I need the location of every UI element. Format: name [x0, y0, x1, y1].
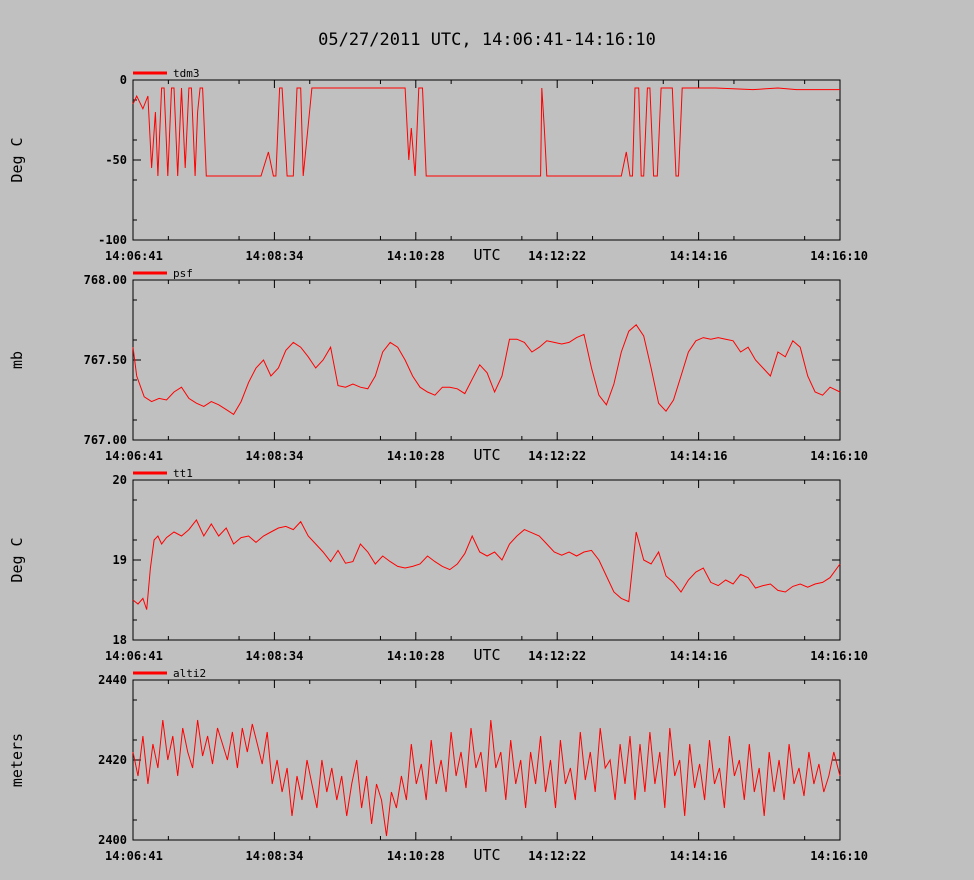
chart-panel-tt1: 20 19 18 14:06:41 14:08:34 14:10:28 14:12:22 14…: [8, 467, 868, 664]
plot-frame: [132, 479, 841, 641]
x-axis-label: UTC: [473, 246, 500, 264]
x-tick-label: 14:12:22: [528, 649, 586, 663]
x-tick-label: 14:14:16: [670, 449, 728, 463]
legend-label: tt1: [173, 467, 193, 480]
legend-label: psf: [173, 267, 193, 280]
x-tick-label: 14:16:10: [810, 649, 868, 663]
x-tick-label: 14:14:16: [670, 649, 728, 663]
x-tick-label: 14:10:28: [387, 649, 445, 663]
y-tick-label: 0: [120, 73, 127, 87]
y-tick-label: 2420: [98, 753, 127, 767]
y-axis-label: Deg C: [8, 537, 26, 582]
y-tick-label: 768.00: [84, 273, 127, 287]
y-tick-label: -100: [98, 233, 127, 247]
chart-panel-alti2: 2440 2420 2400 14:06:41 14:08:34 14:10:28 14:1…: [8, 667, 868, 864]
y-tick-label: 18: [113, 633, 127, 647]
chart-panels: 0 -50 -100 14:06:41 14:08:34 14:10:28 14:12:22…: [8, 67, 868, 864]
x-axis-label: UTC: [473, 646, 500, 664]
x-tick-label: 14:14:16: [670, 849, 728, 863]
y-axis-label: meters: [8, 733, 26, 787]
x-axis-label: UTC: [473, 846, 500, 864]
y-tick-label: 767.50: [84, 353, 127, 367]
y-tick-label: 767.00: [84, 433, 127, 447]
y-tick-label: 2400: [98, 833, 127, 847]
legend-label: tdm3: [173, 67, 200, 80]
plot-frame: [132, 79, 841, 241]
plot-frame: [132, 279, 841, 441]
series-line-psf: [132, 324, 841, 416]
series-line-alti2: [132, 719, 841, 837]
series-line-tdm3: [132, 87, 840, 177]
x-tick-label: 14:08:34: [246, 849, 304, 863]
x-tick-label: 14:06:41: [105, 649, 163, 663]
x-tick-label: 14:16:10: [810, 249, 868, 263]
legend-label: alti2: [173, 667, 206, 680]
x-tick-label: 14:16:10: [810, 849, 868, 863]
x-tick-label: 14:12:22: [528, 249, 586, 263]
chart-panel-psf: 768.00 767.50 767.00 14:06:41 14:08:34 14:10:…: [8, 267, 868, 464]
y-tick-label: -50: [105, 153, 127, 167]
series-line-tt1: [132, 519, 841, 610]
x-tick-label: 14:14:16: [670, 249, 728, 263]
plot-frame: [132, 679, 841, 841]
x-tick-label: 14:12:22: [528, 449, 586, 463]
x-tick-label: 14:08:34: [246, 649, 304, 663]
x-tick-label: 14:10:28: [387, 849, 445, 863]
x-tick-label: 14:08:34: [246, 449, 304, 463]
y-axis-label: Deg C: [8, 137, 26, 182]
x-tick-label: 14:12:22: [528, 849, 586, 863]
y-tick-label: 19: [113, 553, 127, 567]
x-tick-label: 14:10:28: [387, 449, 445, 463]
y-tick-label: 2440: [98, 673, 127, 687]
x-tick-label: 14:08:34: [246, 249, 304, 263]
chart-title: 05/27/2011 UTC, 14:06:41-14:16:10: [318, 30, 656, 50]
y-tick-label: 20: [113, 473, 127, 487]
x-tick-label: 14:06:41: [105, 849, 163, 863]
x-tick-label: 14:10:28: [387, 249, 445, 263]
x-tick-label: 14:16:10: [810, 449, 868, 463]
x-axis-label: UTC: [473, 446, 500, 464]
x-tick-label: 14:06:41: [105, 449, 163, 463]
chart-panel-tdm3: 0 -50 -100 14:06:41 14:08:34 14:10:28 14:12:22…: [8, 67, 868, 264]
y-axis-label: mb: [8, 351, 26, 369]
x-tick-label: 14:06:41: [105, 249, 163, 263]
